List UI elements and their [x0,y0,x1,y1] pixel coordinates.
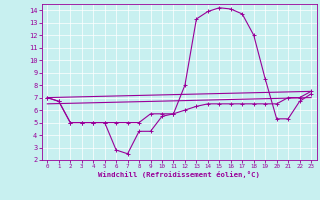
X-axis label: Windchill (Refroidissement éolien,°C): Windchill (Refroidissement éolien,°C) [98,171,260,178]
